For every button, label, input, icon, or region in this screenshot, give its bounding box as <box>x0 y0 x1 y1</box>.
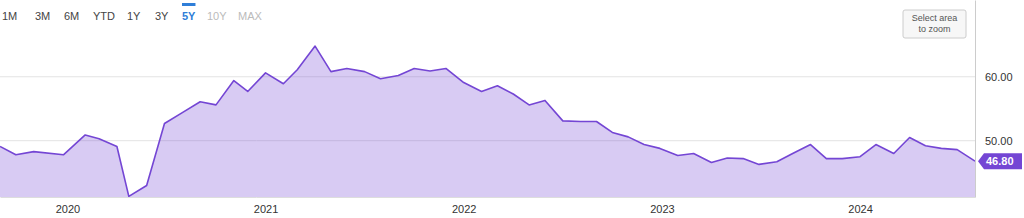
plot-area <box>0 46 975 197</box>
range-selector: 1M 3M 6M YTD 1Y 3Y 5Y 10Y MAX <box>2 3 263 22</box>
zoom-hint: Select areato zoom <box>903 10 966 38</box>
x-tick-label: 2024 <box>848 203 872 215</box>
x-tick: 2020 <box>56 197 80 215</box>
range-button[interactable]: 1M <box>2 10 17 22</box>
range-button[interactable]: 5Y <box>182 10 196 22</box>
area <box>0 46 975 197</box>
range-active-bar <box>182 3 195 6</box>
x-tick-label: 2023 <box>650 203 674 215</box>
range-button[interactable]: 1Y <box>127 10 141 22</box>
y-tick: 50.00 <box>975 135 1013 147</box>
range-button: 10Y <box>207 10 227 22</box>
y-tick: 60.00 <box>975 71 1013 83</box>
x-tick-label: 2022 <box>452 203 476 215</box>
x-axis: 2020 2021 2022 2023 2024 <box>1 197 976 215</box>
y-tick-label: 60.00 <box>985 71 1013 83</box>
x-tick: 2024 <box>848 197 872 215</box>
x-tick: 2022 <box>452 197 476 215</box>
range-button[interactable]: YTD <box>93 10 115 22</box>
value-tag-label: 46.80 <box>986 155 1014 167</box>
y-axis-line <box>975 1 976 198</box>
value-tag-shape <box>978 153 1022 169</box>
zoom-hint-box <box>903 10 966 38</box>
chart: 50.00 60.00 2020 2021 2022 2023 2024 46.80 1M 3M 6… <box>0 0 1024 218</box>
x-axis-line <box>1 197 976 198</box>
range-button[interactable]: 3Y <box>155 10 169 22</box>
grid-line <box>0 76 975 77</box>
y-tick-label: 50.00 <box>985 135 1013 147</box>
range-button[interactable]: 3M <box>35 10 50 22</box>
x-tick-label: 2021 <box>254 203 278 215</box>
x-tick: 2023 <box>650 197 674 215</box>
range-button: MAX <box>238 10 263 22</box>
zoom-hint-text: to zoom <box>918 24 950 34</box>
zoom-hint-text: Select area <box>912 13 958 23</box>
x-tick-label: 2020 <box>56 203 80 215</box>
line <box>0 46 975 196</box>
range-button[interactable]: 6M <box>64 10 79 22</box>
x-tick: 2021 <box>254 197 278 215</box>
value-tag: 46.80 <box>978 153 1022 169</box>
